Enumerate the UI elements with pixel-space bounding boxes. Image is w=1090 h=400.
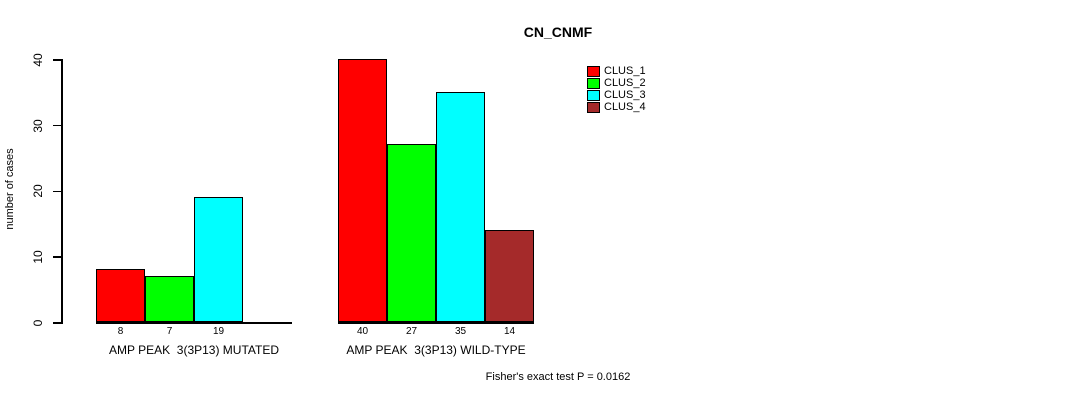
legend-swatch-clus_1	[587, 66, 600, 77]
bar-value-label: 40	[356, 326, 369, 337]
fisher-test-annotation: Fisher's exact test P = 0.0162	[485, 371, 631, 383]
y-axis-tick	[53, 322, 61, 324]
bar-clus_2-group2	[387, 144, 436, 322]
legend-label-clus_4: CLUS_4	[604, 101, 646, 113]
bar-value-label: 14	[503, 326, 516, 337]
legend-swatch-clus_4	[587, 102, 600, 113]
bar-clus_1-group1	[96, 269, 145, 322]
bar-clus_3-group1	[194, 197, 243, 322]
y-tick-label: 10	[31, 250, 45, 264]
bar-clus_2-group1	[145, 275, 194, 322]
y-tick-label: 40	[31, 53, 45, 67]
bar-value-label: 19	[212, 326, 225, 337]
bar-clus_3-group2	[436, 91, 485, 322]
bar-clus_4-group2	[485, 229, 534, 322]
x-category-label: AMP PEAK 3(3P13) MUTATED	[108, 343, 280, 357]
y-tick-label: 30	[31, 118, 45, 133]
legend-swatch-clus_2	[587, 78, 600, 89]
legend-swatch-clus_3	[587, 90, 600, 101]
y-axis-tick	[53, 124, 61, 127]
y-tick-label: 0	[31, 319, 45, 327]
bar-clus_1-group2	[338, 59, 387, 322]
legend-label-clus_2: CLUS_2	[604, 77, 646, 89]
y-axis-line	[61, 59, 63, 324]
y-axis-tick	[53, 256, 61, 258]
bar-value-label: 35	[454, 326, 467, 337]
y-axis-tick	[53, 190, 61, 192]
x-baseline	[96, 322, 292, 324]
legend-label-clus_1: CLUS_1	[604, 65, 646, 77]
x-category-label: AMP PEAK 3(3P13) WILD-TYPE	[346, 343, 526, 357]
bar-value-label: 8	[117, 326, 124, 337]
x-baseline	[338, 322, 534, 324]
bar-value-label: 7	[166, 326, 173, 337]
legend-label-clus_3: CLUS_3	[604, 89, 646, 101]
y-axis-tick	[53, 59, 61, 61]
y-axis-label: number of cases	[4, 148, 16, 230]
chart-title: CN_CNMF	[523, 24, 593, 40]
y-tick-label: 20	[31, 184, 45, 198]
bar-value-label: 27	[405, 326, 418, 337]
